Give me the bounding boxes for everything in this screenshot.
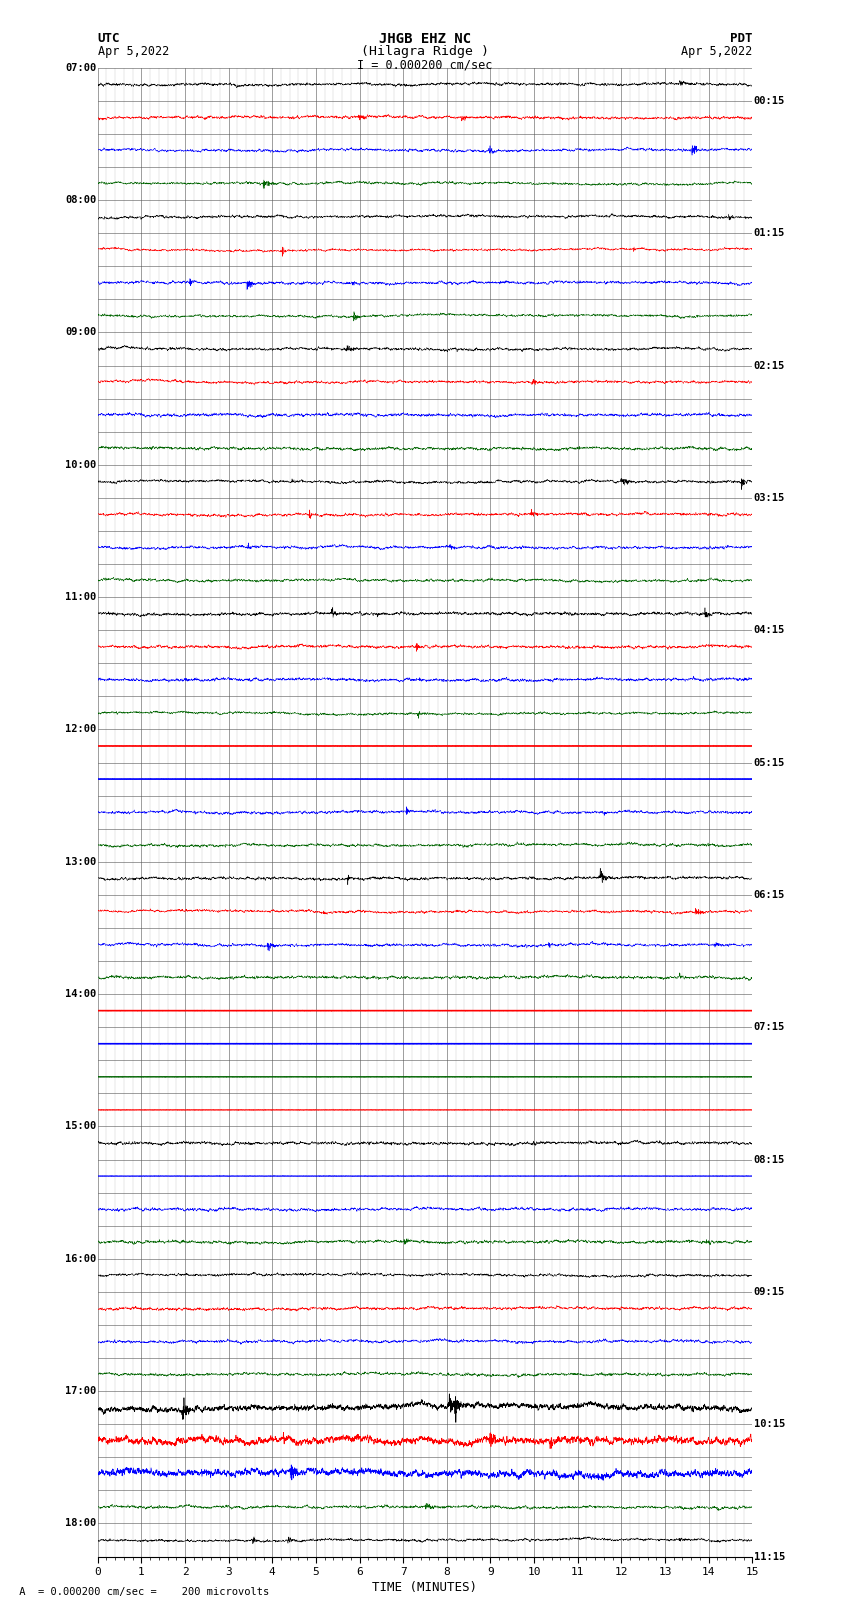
Text: 06:15: 06:15 <box>754 890 785 900</box>
Text: 00:15: 00:15 <box>754 95 785 106</box>
Text: 09:00: 09:00 <box>65 327 96 337</box>
Text: 15:00: 15:00 <box>65 1121 96 1131</box>
Text: A  = 0.000200 cm/sec =    200 microvolts: A = 0.000200 cm/sec = 200 microvolts <box>13 1587 269 1597</box>
Text: 02:15: 02:15 <box>754 361 785 371</box>
Text: 18:00: 18:00 <box>65 1518 96 1529</box>
Text: 05:15: 05:15 <box>754 758 785 768</box>
Text: 08:15: 08:15 <box>754 1155 785 1165</box>
Text: UTC: UTC <box>98 32 120 45</box>
Text: 01:15: 01:15 <box>754 227 785 239</box>
Text: (Hilagra Ridge ): (Hilagra Ridge ) <box>361 45 489 58</box>
Text: 16:00: 16:00 <box>65 1253 96 1263</box>
Text: Apr 5,2022: Apr 5,2022 <box>98 45 169 58</box>
Text: 04:15: 04:15 <box>754 626 785 636</box>
Text: 14:00: 14:00 <box>65 989 96 998</box>
Text: JHGB EHZ NC: JHGB EHZ NC <box>379 32 471 47</box>
Text: 07:00: 07:00 <box>65 63 96 73</box>
Text: Apr 5,2022: Apr 5,2022 <box>681 45 752 58</box>
Text: 12:00: 12:00 <box>65 724 96 734</box>
Text: 13:00: 13:00 <box>65 857 96 866</box>
Text: 10:00: 10:00 <box>65 460 96 469</box>
X-axis label: TIME (MINUTES): TIME (MINUTES) <box>372 1581 478 1594</box>
Text: I = 0.000200 cm/sec: I = 0.000200 cm/sec <box>357 58 493 71</box>
Text: 11:00: 11:00 <box>65 592 96 602</box>
Text: 09:15: 09:15 <box>754 1287 785 1297</box>
Text: 17:00: 17:00 <box>65 1386 96 1397</box>
Text: 10:15: 10:15 <box>754 1419 785 1429</box>
Text: 07:15: 07:15 <box>754 1023 785 1032</box>
Text: 03:15: 03:15 <box>754 494 785 503</box>
Text: 08:00: 08:00 <box>65 195 96 205</box>
Text: PDT: PDT <box>730 32 752 45</box>
Text: 11:15: 11:15 <box>754 1552 785 1561</box>
